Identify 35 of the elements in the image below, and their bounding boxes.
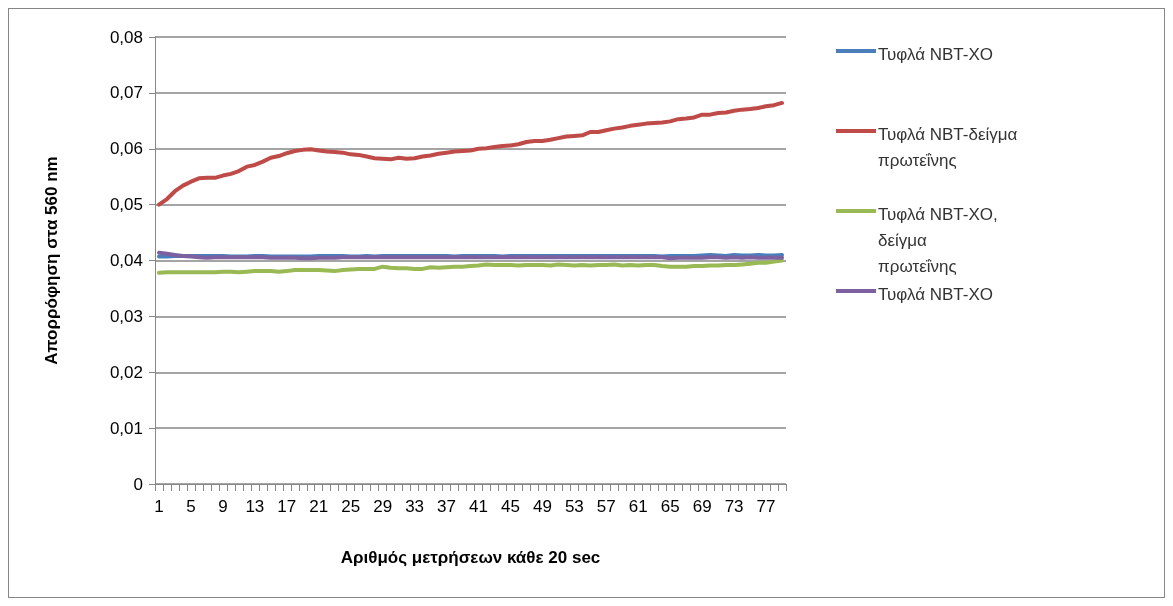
x-tick-label: 25	[341, 497, 361, 516]
x-tick-label: 17	[277, 497, 297, 516]
x-tick-label: 45	[500, 497, 520, 516]
x-tick-label: 41	[469, 497, 488, 516]
x-tick-label: 69	[692, 497, 712, 516]
x-tick-label: 49	[532, 497, 552, 516]
x-tick-label: 13	[245, 497, 265, 516]
x-tick-label: 57	[596, 497, 616, 516]
legend-label: Τυφλά NBT-XO	[878, 44, 993, 64]
y-tick-label: 0,03	[109, 306, 143, 326]
x-tick-label: 33	[405, 497, 425, 516]
x-tick-label: 73	[724, 497, 744, 516]
legend-label: Τυφλά NBT-XO	[878, 284, 993, 304]
x-tick-label: 9	[218, 497, 228, 516]
y-tick-label: 0,08	[109, 27, 143, 47]
y-tick-label: 0,05	[109, 195, 143, 215]
legend-label: Τυφλά NBT-XO, δείγμα πρωτεΐνης	[878, 204, 1003, 276]
y-axis-title: Απορρόφηση στα 560 nm	[42, 156, 61, 365]
x-tick-label: 53	[564, 497, 584, 516]
x-tick-label: 37	[437, 497, 456, 516]
x-tick-label: 65	[660, 497, 680, 516]
x-tick-label: 61	[628, 497, 648, 516]
x-tick-label: 5	[186, 497, 196, 516]
y-tick-label: 0,01	[109, 418, 143, 438]
x-tick-label: 21	[309, 497, 329, 516]
y-tick-label: 0,02	[109, 362, 143, 382]
legend-label: Τυφλά NBT-δείγμα πρωτεΐνης	[878, 124, 1023, 170]
y-tick-label: 0,04	[109, 251, 143, 270]
y-tick-label: 0	[133, 474, 143, 494]
x-tick-label: 77	[756, 497, 776, 516]
y-tick-label: 0,06	[109, 139, 143, 159]
x-tick-label: 1	[154, 497, 164, 516]
x-tick-label: 29	[373, 497, 393, 516]
y-tick-label: 0,07	[109, 83, 143, 103]
x-axis-title: Αριθμός μετρήσεων κάθε 20 sec	[340, 548, 601, 567]
